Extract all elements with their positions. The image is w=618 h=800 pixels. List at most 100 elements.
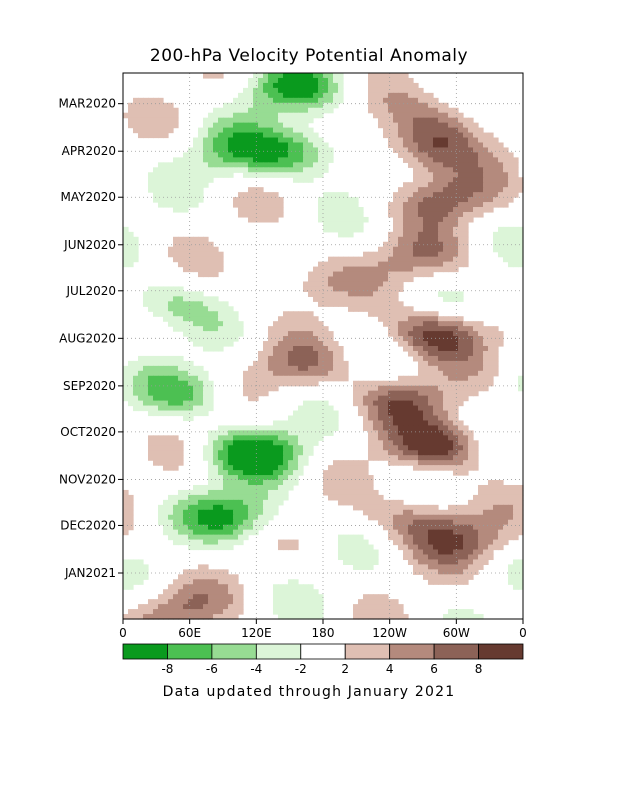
field-cell — [153, 112, 159, 119]
field-cell — [333, 291, 339, 297]
field-cell — [193, 331, 199, 337]
field-cell — [128, 400, 134, 407]
field-cell — [168, 609, 174, 615]
field-cell — [238, 534, 244, 541]
field-cell — [168, 107, 174, 114]
field-cell — [438, 341, 444, 347]
field-cell — [493, 346, 499, 352]
field-cell — [393, 455, 399, 461]
field-cell — [283, 321, 289, 327]
field-cell — [478, 519, 484, 526]
field-cell — [148, 599, 154, 605]
field-cell — [513, 236, 519, 243]
field-cell — [438, 346, 444, 352]
field-cell — [418, 504, 424, 511]
field-cell — [403, 544, 409, 551]
field-cell — [308, 127, 314, 134]
field-cell — [423, 390, 429, 397]
field-cell — [303, 350, 309, 357]
field-cell — [388, 321, 394, 327]
field-cell — [293, 346, 299, 352]
field-cell — [408, 504, 414, 511]
field-cell — [438, 162, 444, 168]
field-cell — [418, 534, 424, 541]
field-cell — [443, 321, 449, 327]
field-cell — [243, 97, 249, 104]
field-cell — [243, 504, 249, 511]
field-cell — [468, 202, 474, 208]
field-cell — [263, 440, 269, 446]
field-cell — [128, 524, 134, 531]
field-cell — [163, 192, 169, 198]
field-cell — [458, 236, 464, 243]
field-cell — [293, 350, 299, 357]
field-cell — [438, 112, 444, 119]
field-cell — [158, 355, 164, 362]
field-cell — [408, 519, 414, 526]
field-cell — [418, 370, 424, 377]
field-cell — [318, 331, 324, 337]
field-cell — [263, 390, 269, 397]
field-cell — [443, 117, 449, 124]
field-cell — [298, 321, 304, 327]
field-cell — [483, 162, 489, 168]
field-cell — [428, 559, 434, 565]
field-cell — [453, 246, 459, 253]
field-cell — [463, 609, 469, 615]
field-cell — [338, 276, 344, 283]
field-cell — [298, 82, 304, 89]
field-cell — [238, 539, 244, 546]
field-cell — [258, 435, 264, 441]
field-cell — [358, 475, 364, 481]
field-cell — [418, 559, 424, 565]
field-cell — [293, 420, 299, 427]
field-cell — [293, 440, 299, 446]
field-cell — [398, 306, 404, 312]
field-cell — [333, 365, 339, 372]
field-cell — [363, 470, 369, 476]
field-cell — [208, 395, 214, 402]
field-cell — [268, 504, 274, 511]
field-cell — [468, 460, 474, 466]
field-cell — [418, 216, 424, 223]
field-cell — [428, 341, 434, 347]
field-cell — [423, 380, 429, 387]
field-cell — [463, 514, 469, 521]
field-cell — [298, 137, 304, 144]
field-cell — [398, 455, 404, 461]
field-cell — [273, 211, 279, 218]
field-cell — [318, 197, 324, 203]
field-cell — [148, 410, 154, 417]
field-cell — [458, 316, 464, 322]
colorbar-label: 8 — [475, 662, 483, 676]
field-cell — [183, 524, 189, 531]
field-cell — [208, 241, 214, 248]
field-cell — [208, 331, 214, 337]
field-cell — [488, 370, 494, 377]
field-cell — [208, 529, 214, 536]
field-cell — [323, 405, 329, 412]
field-cell — [493, 514, 499, 521]
field-cell — [393, 509, 399, 516]
field-cell — [498, 241, 504, 248]
field-cell — [283, 82, 289, 89]
field-cell — [428, 564, 434, 570]
field-cell — [373, 271, 379, 278]
field-cell — [463, 559, 469, 565]
field-cell — [203, 450, 209, 456]
field-cell — [148, 435, 154, 441]
field-cell — [233, 504, 239, 511]
field-cell — [318, 594, 324, 600]
field-cell — [428, 162, 434, 168]
field-cell — [463, 470, 469, 476]
field-cell — [343, 375, 349, 382]
field-cell — [278, 147, 284, 154]
field-cell — [513, 514, 519, 521]
field-cell — [223, 341, 229, 347]
field-cell — [418, 410, 424, 417]
field-cell — [413, 92, 419, 99]
field-cell — [203, 137, 209, 144]
field-cell — [388, 395, 394, 402]
field-cell — [443, 241, 449, 248]
field-cell — [128, 390, 134, 397]
